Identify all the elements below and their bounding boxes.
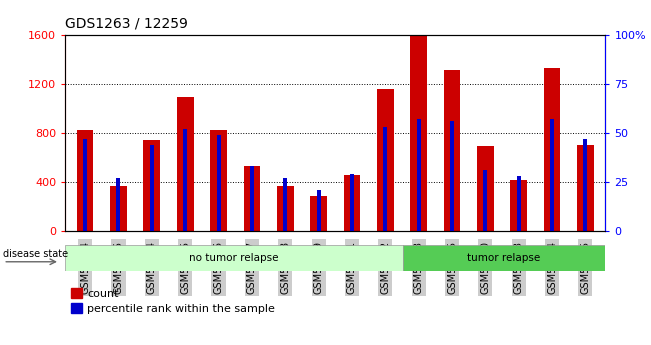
Text: GDS1263 / 12259: GDS1263 / 12259 (65, 17, 188, 31)
Bar (444, 70, 460, 231)
Bar (450, 121, 454, 231)
Bar (283, 178, 287, 231)
Bar (277, 186, 294, 231)
Bar (183, 129, 187, 231)
Text: tumor relapse: tumor relapse (467, 253, 541, 263)
Bar (150, 145, 154, 231)
Bar (477, 146, 493, 231)
Bar (577, 145, 594, 231)
Bar (217, 135, 221, 231)
Bar (143, 140, 160, 231)
Text: disease state: disease state (3, 249, 68, 259)
Bar (377, 89, 394, 231)
Bar (550, 119, 554, 231)
Bar (210, 130, 227, 231)
FancyBboxPatch shape (403, 245, 605, 271)
Bar (110, 186, 127, 231)
Bar (77, 130, 94, 231)
Bar (517, 176, 521, 231)
Bar (117, 178, 120, 231)
Bar (243, 166, 260, 231)
Bar (250, 166, 254, 231)
Bar (83, 139, 87, 231)
Bar (583, 139, 587, 231)
FancyBboxPatch shape (65, 245, 403, 271)
Bar (177, 97, 193, 231)
Bar (316, 190, 320, 231)
Bar (350, 174, 354, 231)
Bar (510, 179, 527, 231)
Bar (544, 68, 561, 231)
Bar (410, 36, 427, 231)
Bar (483, 170, 488, 231)
Text: no tumor relapse: no tumor relapse (189, 253, 279, 263)
Bar (311, 196, 327, 231)
Legend: count, percentile rank within the sample: count, percentile rank within the sample (71, 288, 275, 314)
Bar (383, 127, 387, 231)
Bar (344, 175, 360, 231)
Bar (417, 119, 421, 231)
